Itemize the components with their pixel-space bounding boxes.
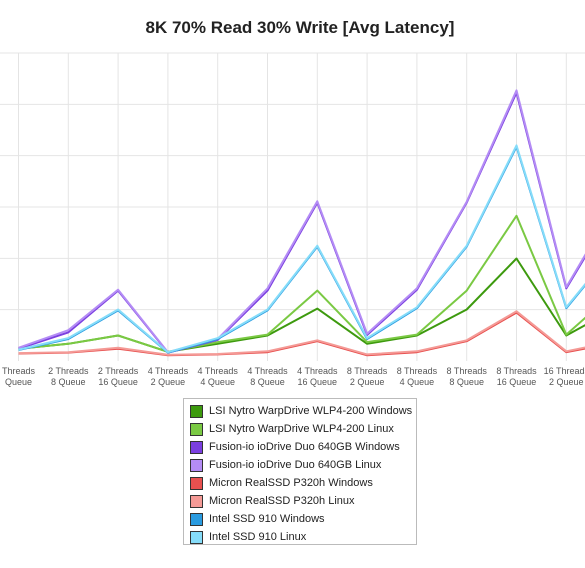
legend-swatch: [190, 404, 203, 418]
legend-label: Intel SSD 910 Windows: [209, 513, 325, 525]
line-chart: Threads Queue 2 Threads 8 Queue 2 Threads 16 …: [0, 52, 585, 387]
chart-title: 8K 70% Read 30% Write [Avg Latency]: [145, 18, 455, 37]
legend-label: Micron RealSSD P320h Linux: [209, 495, 355, 507]
legend-item[interactable]: Intel SSD 910 Windows: [184, 510, 416, 528]
legend-label: Micron RealSSD P320h Windows: [209, 477, 373, 489]
x-tick-label: 8 Threads 4 Queue: [397, 366, 438, 387]
x-tick-label: Threads Queue: [2, 366, 36, 387]
legend-item[interactable]: Micron RealSSD P320h Windows: [184, 474, 416, 492]
x-tick-label: 4 Threads 4 Queue: [198, 366, 239, 387]
series-line-7: [18, 144, 585, 354]
x-tick-label: 8 Threads 16 Queue: [496, 366, 537, 387]
x-tick-label: 8 Threads 8 Queue: [447, 366, 488, 387]
legend: LSI Nytro WarpDrive WLP4-200 Windows LSI …: [183, 398, 417, 545]
series-line-2: [18, 91, 585, 354]
series-line-3: [18, 89, 585, 354]
series-line-1: [18, 214, 585, 353]
x-tick-label: 4 Threads 16 Queue: [297, 366, 338, 387]
legend-swatch: [190, 422, 203, 436]
legend-item[interactable]: Fusion-io ioDrive Duo 640GB Windows: [184, 438, 416, 456]
legend-item[interactable]: Fusion-io ioDrive Duo 640GB Linux: [184, 456, 416, 474]
x-tick-label: 2 Threads 16 Queue: [98, 366, 139, 387]
x-axis-tick-labels: Threads Queue 2 Threads 8 Queue 2 Threads 16 …: [2, 366, 585, 387]
legend-label: Intel SSD 910 Linux: [209, 531, 307, 543]
legend-item[interactable]: Intel SSD 910 Linux: [184, 528, 416, 546]
legend-swatch: [190, 512, 203, 526]
legend-label: LSI Nytro WarpDrive WLP4-200 Linux: [209, 423, 394, 435]
legend-swatch: [190, 530, 203, 544]
x-tick-label: 4 Threads 2 Queue: [148, 366, 189, 387]
legend-label: LSI Nytro WarpDrive WLP4-200 Windows: [209, 405, 413, 417]
x-tick-label: 4 Threads 8 Queue: [247, 366, 288, 387]
x-tick-label: 8 Threads 2 Queue: [347, 366, 388, 387]
x-tick-label: 2 Threads 8 Queue: [48, 366, 89, 387]
series-lines: [18, 89, 585, 357]
legend-item[interactable]: LSI Nytro WarpDrive WLP4-200 Windows: [184, 402, 416, 420]
x-tick-label: 16 Threads 2 Queue: [544, 366, 585, 387]
series-line-5: [18, 310, 585, 356]
legend-swatch: [190, 476, 203, 490]
legend-label: Fusion-io ioDrive Duo 640GB Windows: [209, 441, 400, 453]
legend-swatch: [190, 458, 203, 472]
legend-item[interactable]: LSI Nytro WarpDrive WLP4-200 Linux: [184, 420, 416, 438]
legend-label: Fusion-io ioDrive Duo 640GB Linux: [209, 459, 382, 471]
legend-item[interactable]: Micron RealSSD P320h Linux: [184, 492, 416, 510]
legend-swatch: [190, 440, 203, 454]
legend-swatch: [190, 494, 203, 508]
